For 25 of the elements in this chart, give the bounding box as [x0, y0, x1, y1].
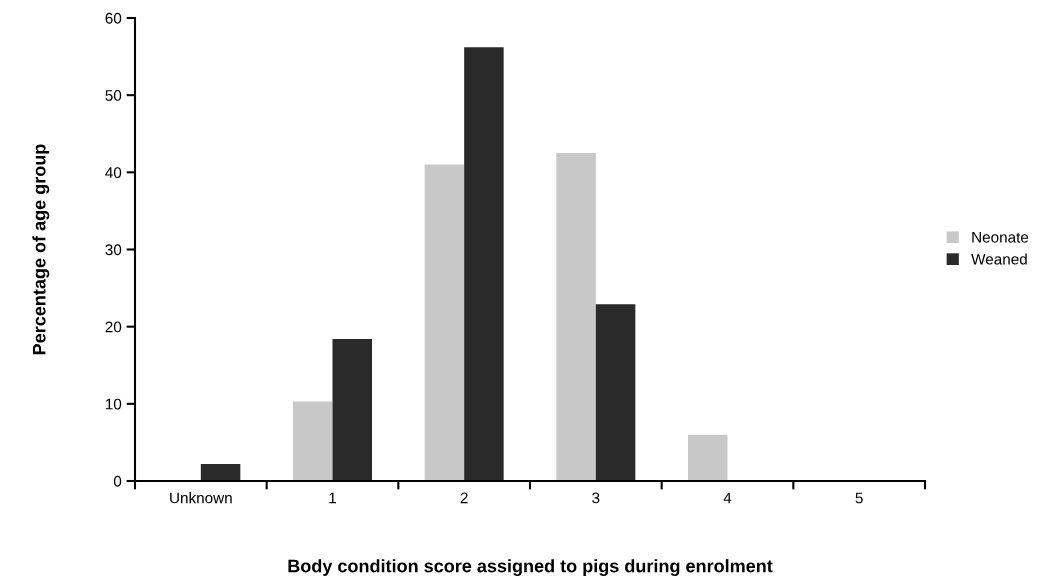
bar: [332, 339, 372, 481]
legend-label: Neonate: [972, 232, 1029, 243]
y-tick-label: 0: [113, 475, 122, 487]
x-tick-label: 2: [460, 492, 468, 504]
bar: [595, 304, 636, 481]
x-tick-label: 5: [855, 492, 863, 504]
bar: [688, 434, 728, 481]
y-tick-label: 40: [105, 167, 122, 179]
bar: [556, 153, 596, 481]
y-tick-label: 20: [105, 321, 122, 333]
bar: [424, 164, 465, 481]
bar: [464, 47, 504, 481]
x-tick-label: 4: [723, 492, 732, 504]
y-tick-label: 10: [105, 398, 122, 410]
bar: [200, 464, 241, 481]
x-tick-label: 1: [329, 492, 336, 504]
x-tick-label: 3: [592, 492, 600, 504]
x-tick-label: Unknown: [170, 492, 232, 504]
y-axis-title: Percentage of age group: [32, 144, 50, 355]
x-axis-title: Body condition score assigned to pigs during enrolment: [288, 559, 773, 577]
legend-label: Weaned: [971, 253, 1027, 265]
bar: [293, 401, 333, 481]
y-tick-label: 60: [105, 12, 122, 24]
y-tick-label: 30: [105, 244, 122, 256]
y-tick-label: 50: [105, 90, 122, 101]
